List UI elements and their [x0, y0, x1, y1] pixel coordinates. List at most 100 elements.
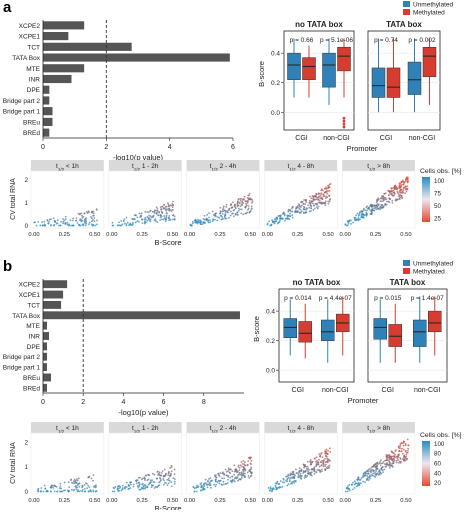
legend-swatch	[403, 9, 410, 15]
scatter-point	[153, 481, 156, 484]
scatter-point	[318, 458, 321, 461]
scatter-point	[397, 456, 400, 458]
scatter-point	[210, 486, 212, 489]
scatter-point	[236, 204, 239, 207]
scatter-point	[243, 195, 246, 198]
scatter-point	[328, 186, 331, 189]
scatter-point	[58, 224, 60, 227]
scatter-point	[307, 470, 310, 473]
box-methylated	[422, 47, 437, 78]
scatter-point	[402, 191, 405, 194]
scatter-point	[322, 462, 325, 465]
scatter-point	[136, 220, 139, 223]
scatter-point	[363, 475, 366, 477]
scatter-point	[62, 218, 64, 220]
scatter-point	[287, 483, 290, 486]
scatter-point	[406, 185, 409, 188]
scatter-point	[84, 482, 87, 484]
scatter-point	[75, 478, 78, 480]
bar-dpe	[43, 85, 50, 94]
scatter-point	[237, 207, 240, 210]
scatter-point	[193, 487, 196, 490]
scatter-point	[348, 220, 351, 223]
scatter-point	[325, 463, 327, 466]
scatter-point	[246, 197, 249, 199]
scatter-point	[172, 200, 174, 203]
scatter-point	[215, 483, 218, 486]
bar-x-axis-label: -log10(p value)	[118, 408, 169, 417]
scatter-point	[389, 191, 391, 193]
facet-label: t1/2 > 8h	[367, 425, 390, 434]
facet-plot-area	[108, 432, 182, 495]
legend-label: Unmethylated	[413, 2, 453, 9]
scatter-point	[281, 485, 284, 488]
scatter-point	[225, 217, 228, 220]
scatter-point	[160, 472, 163, 474]
bar-xcpe1	[43, 290, 64, 299]
bar-x-tick-label: 6	[231, 144, 235, 151]
scatter-point	[52, 487, 55, 489]
scatter-x-tick-label: 0.50	[400, 498, 411, 504]
scatter-point	[249, 475, 252, 478]
scatter-point	[237, 464, 240, 467]
scatter-point	[392, 455, 395, 458]
scatter-point	[272, 488, 275, 490]
scatter-point	[144, 218, 147, 221]
scatter-point	[363, 471, 366, 474]
scatter-point	[380, 472, 383, 475]
scatter-point	[269, 487, 272, 490]
scatter-point	[324, 202, 326, 204]
scatter-point	[291, 214, 294, 217]
scatter-point	[388, 463, 391, 466]
bar-xcpe2	[43, 21, 85, 30]
scatter-x-tick-label: 0.25	[137, 232, 148, 238]
scatter-point	[250, 466, 253, 469]
scatter-point	[405, 455, 407, 458]
scatter-point	[248, 211, 251, 214]
scatter-point	[138, 481, 140, 484]
scatter-point	[406, 176, 409, 179]
scatter-point	[54, 485, 57, 488]
scatter-point	[293, 475, 296, 478]
scatter-point	[243, 197, 245, 200]
scatter-point	[222, 472, 225, 475]
scatter-point	[64, 218, 67, 221]
scatter-point	[308, 200, 311, 202]
scatter-point	[163, 217, 166, 220]
scatter-point	[191, 222, 194, 225]
scatter-point	[300, 204, 303, 207]
scatter-point	[92, 224, 95, 226]
scatter-point	[141, 218, 144, 221]
scatter-point	[223, 483, 225, 486]
scatter-point	[87, 476, 90, 479]
scatter-point	[75, 481, 78, 484]
scatter-point	[365, 212, 368, 215]
scatter-point	[71, 219, 74, 222]
colorbar-tick-label: 50	[434, 203, 441, 210]
scatter-point	[304, 474, 307, 477]
scatter-point	[400, 442, 403, 445]
scatter-point	[392, 460, 395, 463]
colorbar-tick-label: 20	[434, 480, 441, 487]
scatter-point	[372, 207, 374, 210]
scatter-point	[237, 198, 240, 201]
scatter-point	[135, 214, 137, 217]
scatter-point	[74, 480, 77, 483]
colorbar-tick-label: 40	[434, 470, 441, 477]
scatter-point	[308, 469, 311, 471]
scatter-point	[219, 206, 222, 209]
scatter-point	[295, 468, 297, 471]
box-x-tick-label: CGI	[295, 135, 308, 142]
scatter-point	[135, 482, 138, 485]
scatter-point	[242, 459, 245, 462]
scatter-point	[191, 220, 194, 223]
scatter-point	[385, 463, 387, 466]
scatter-point	[399, 185, 402, 188]
scatter-point	[306, 475, 309, 477]
scatter-point	[84, 224, 87, 227]
scatter-point	[234, 207, 237, 210]
scatter-point	[154, 218, 157, 220]
bar-dpe	[43, 342, 48, 351]
scatter-point	[392, 457, 395, 460]
box-y-tick-label: 0.0	[266, 368, 275, 375]
